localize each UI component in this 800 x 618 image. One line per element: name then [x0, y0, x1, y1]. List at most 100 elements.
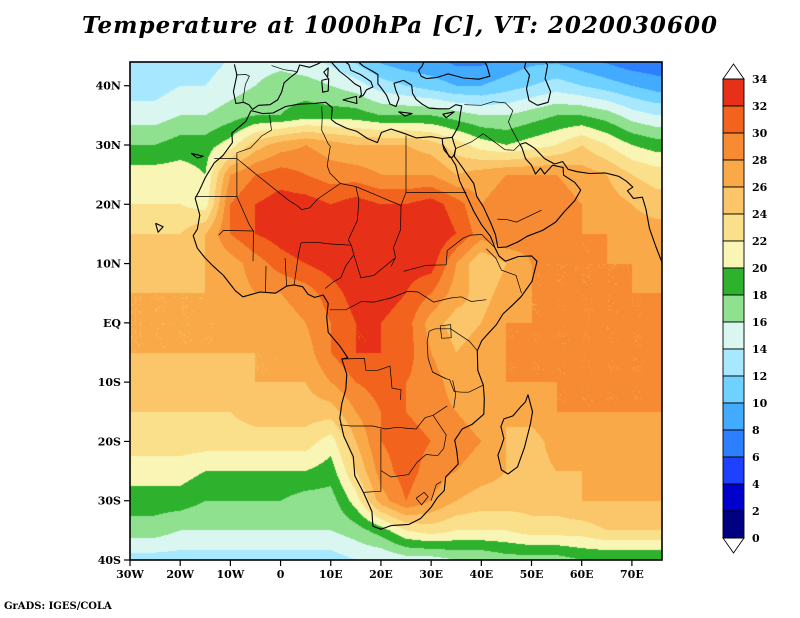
border-line [361, 291, 487, 303]
colorbar-chip [722, 213, 745, 242]
border-line [284, 258, 287, 287]
border-line [265, 265, 267, 293]
border-line [455, 133, 521, 151]
coastlines [155, 62, 662, 530]
border-line [324, 245, 355, 289]
x-tick-label: 70E [620, 568, 644, 581]
x-tick-label: 30E [419, 568, 443, 581]
border-line [236, 158, 341, 210]
border-line [195, 158, 238, 197]
x-tick-label: 30W [116, 568, 144, 581]
colorbar-chip [722, 321, 745, 350]
border-line [446, 234, 496, 251]
x-tick-label: 10W [217, 568, 245, 581]
y-tick-label: 30S [98, 495, 121, 508]
y-tick-label: 30N [96, 139, 121, 152]
colorbar-over-arrow [722, 63, 745, 80]
border-line [439, 324, 452, 339]
border-line [301, 241, 352, 246]
colorbar-tick-label: 30 [752, 127, 768, 140]
colorbar-chip [722, 78, 745, 107]
y-tick-label: EQ [103, 317, 121, 330]
colorbar-tick-label: 0 [752, 532, 760, 545]
border-line [271, 65, 297, 72]
attribution-text: GrADS: IGES/COLA [4, 601, 112, 612]
border-line [235, 74, 250, 103]
colorbar-chip [722, 456, 745, 485]
border-line [403, 250, 448, 272]
colorbar-tick-label: 14 [752, 343, 768, 356]
colorbar-chip [722, 375, 745, 404]
colorbar-chip [722, 105, 745, 134]
border-line [432, 371, 484, 393]
y-tick-label: 40N [96, 80, 121, 93]
border-line [341, 358, 402, 400]
border-line [415, 491, 429, 506]
colorbar-tick-label: 34 [752, 73, 768, 86]
colorbar-chip [722, 294, 745, 323]
coastline [442, 137, 457, 159]
coastline [192, 101, 538, 530]
border-line [339, 405, 448, 430]
y-tick-label: 10N [96, 258, 121, 271]
coastline [398, 111, 413, 117]
coastline [497, 394, 534, 475]
border-line [353, 254, 396, 279]
axis-labels: 30W 20W 10W 0 10E 20E 30E 40E 50E 60E 70E 40N 30N 20N… [96, 80, 644, 581]
axis-ticks [124, 85, 633, 566]
colorbar-tick-label: 32 [752, 100, 767, 113]
border-line [218, 196, 255, 236]
colorbar-tick-label: 22 [752, 235, 767, 248]
plot-border [129, 61, 663, 561]
border-line [293, 242, 302, 285]
coastline [323, 67, 329, 78]
colorbar-tick-label: 2 [752, 505, 760, 518]
x-tick-label: 50E [520, 568, 544, 581]
chart-title: Temperature at 1000hPa [C], VT: 20200306… [82, 12, 718, 39]
x-tick-label: 20W [166, 568, 194, 581]
border-line [497, 209, 542, 223]
temperature-heatmap [130, 62, 662, 560]
colorbar-tick-label: 8 [752, 424, 760, 437]
colorbar-chip [722, 510, 745, 539]
colorbar-chip [722, 132, 745, 161]
colorbar-tick-label: 4 [752, 478, 760, 491]
colorbar-chip [722, 483, 745, 512]
colorbar-tick-label: 26 [752, 181, 768, 194]
border-line [432, 415, 447, 456]
border-line [505, 102, 521, 145]
border-line [486, 248, 522, 294]
colorbar-tick-label: 20 [752, 262, 768, 275]
coastline [453, 142, 662, 263]
border-line [363, 429, 382, 493]
colorbar-chip [722, 348, 745, 377]
x-tick-label: 60E [570, 568, 594, 581]
colorbar-tick-label: 28 [752, 154, 768, 167]
country-borders [195, 65, 542, 506]
x-tick-label: 20E [369, 568, 393, 581]
border-line [347, 186, 360, 246]
y-tick-label: 40S [98, 554, 121, 567]
colorbar-tick-label: 16 [752, 316, 768, 329]
colorbar-chip [722, 267, 745, 296]
border-line [464, 101, 506, 106]
x-tick-label: 40E [469, 568, 493, 581]
y-tick-label: 10S [98, 376, 121, 389]
border-line [329, 301, 362, 311]
border-line [340, 183, 407, 206]
colorbar-tick-label: 10 [752, 397, 768, 410]
colorbar-tick-label: 24 [752, 208, 768, 221]
colorbar-chip [722, 402, 745, 431]
coastline [190, 152, 204, 159]
x-tick-label: 0 [277, 568, 285, 581]
x-tick-label: 10E [319, 568, 343, 581]
colorbar-chip [722, 429, 745, 458]
colorbar-chip [722, 240, 745, 269]
border-line [452, 380, 457, 409]
colorbar-tick-label: 6 [752, 451, 760, 464]
coastline [155, 222, 164, 233]
colorbar-tick-label: 18 [752, 289, 768, 302]
y-tick-label: 20S [98, 435, 121, 448]
